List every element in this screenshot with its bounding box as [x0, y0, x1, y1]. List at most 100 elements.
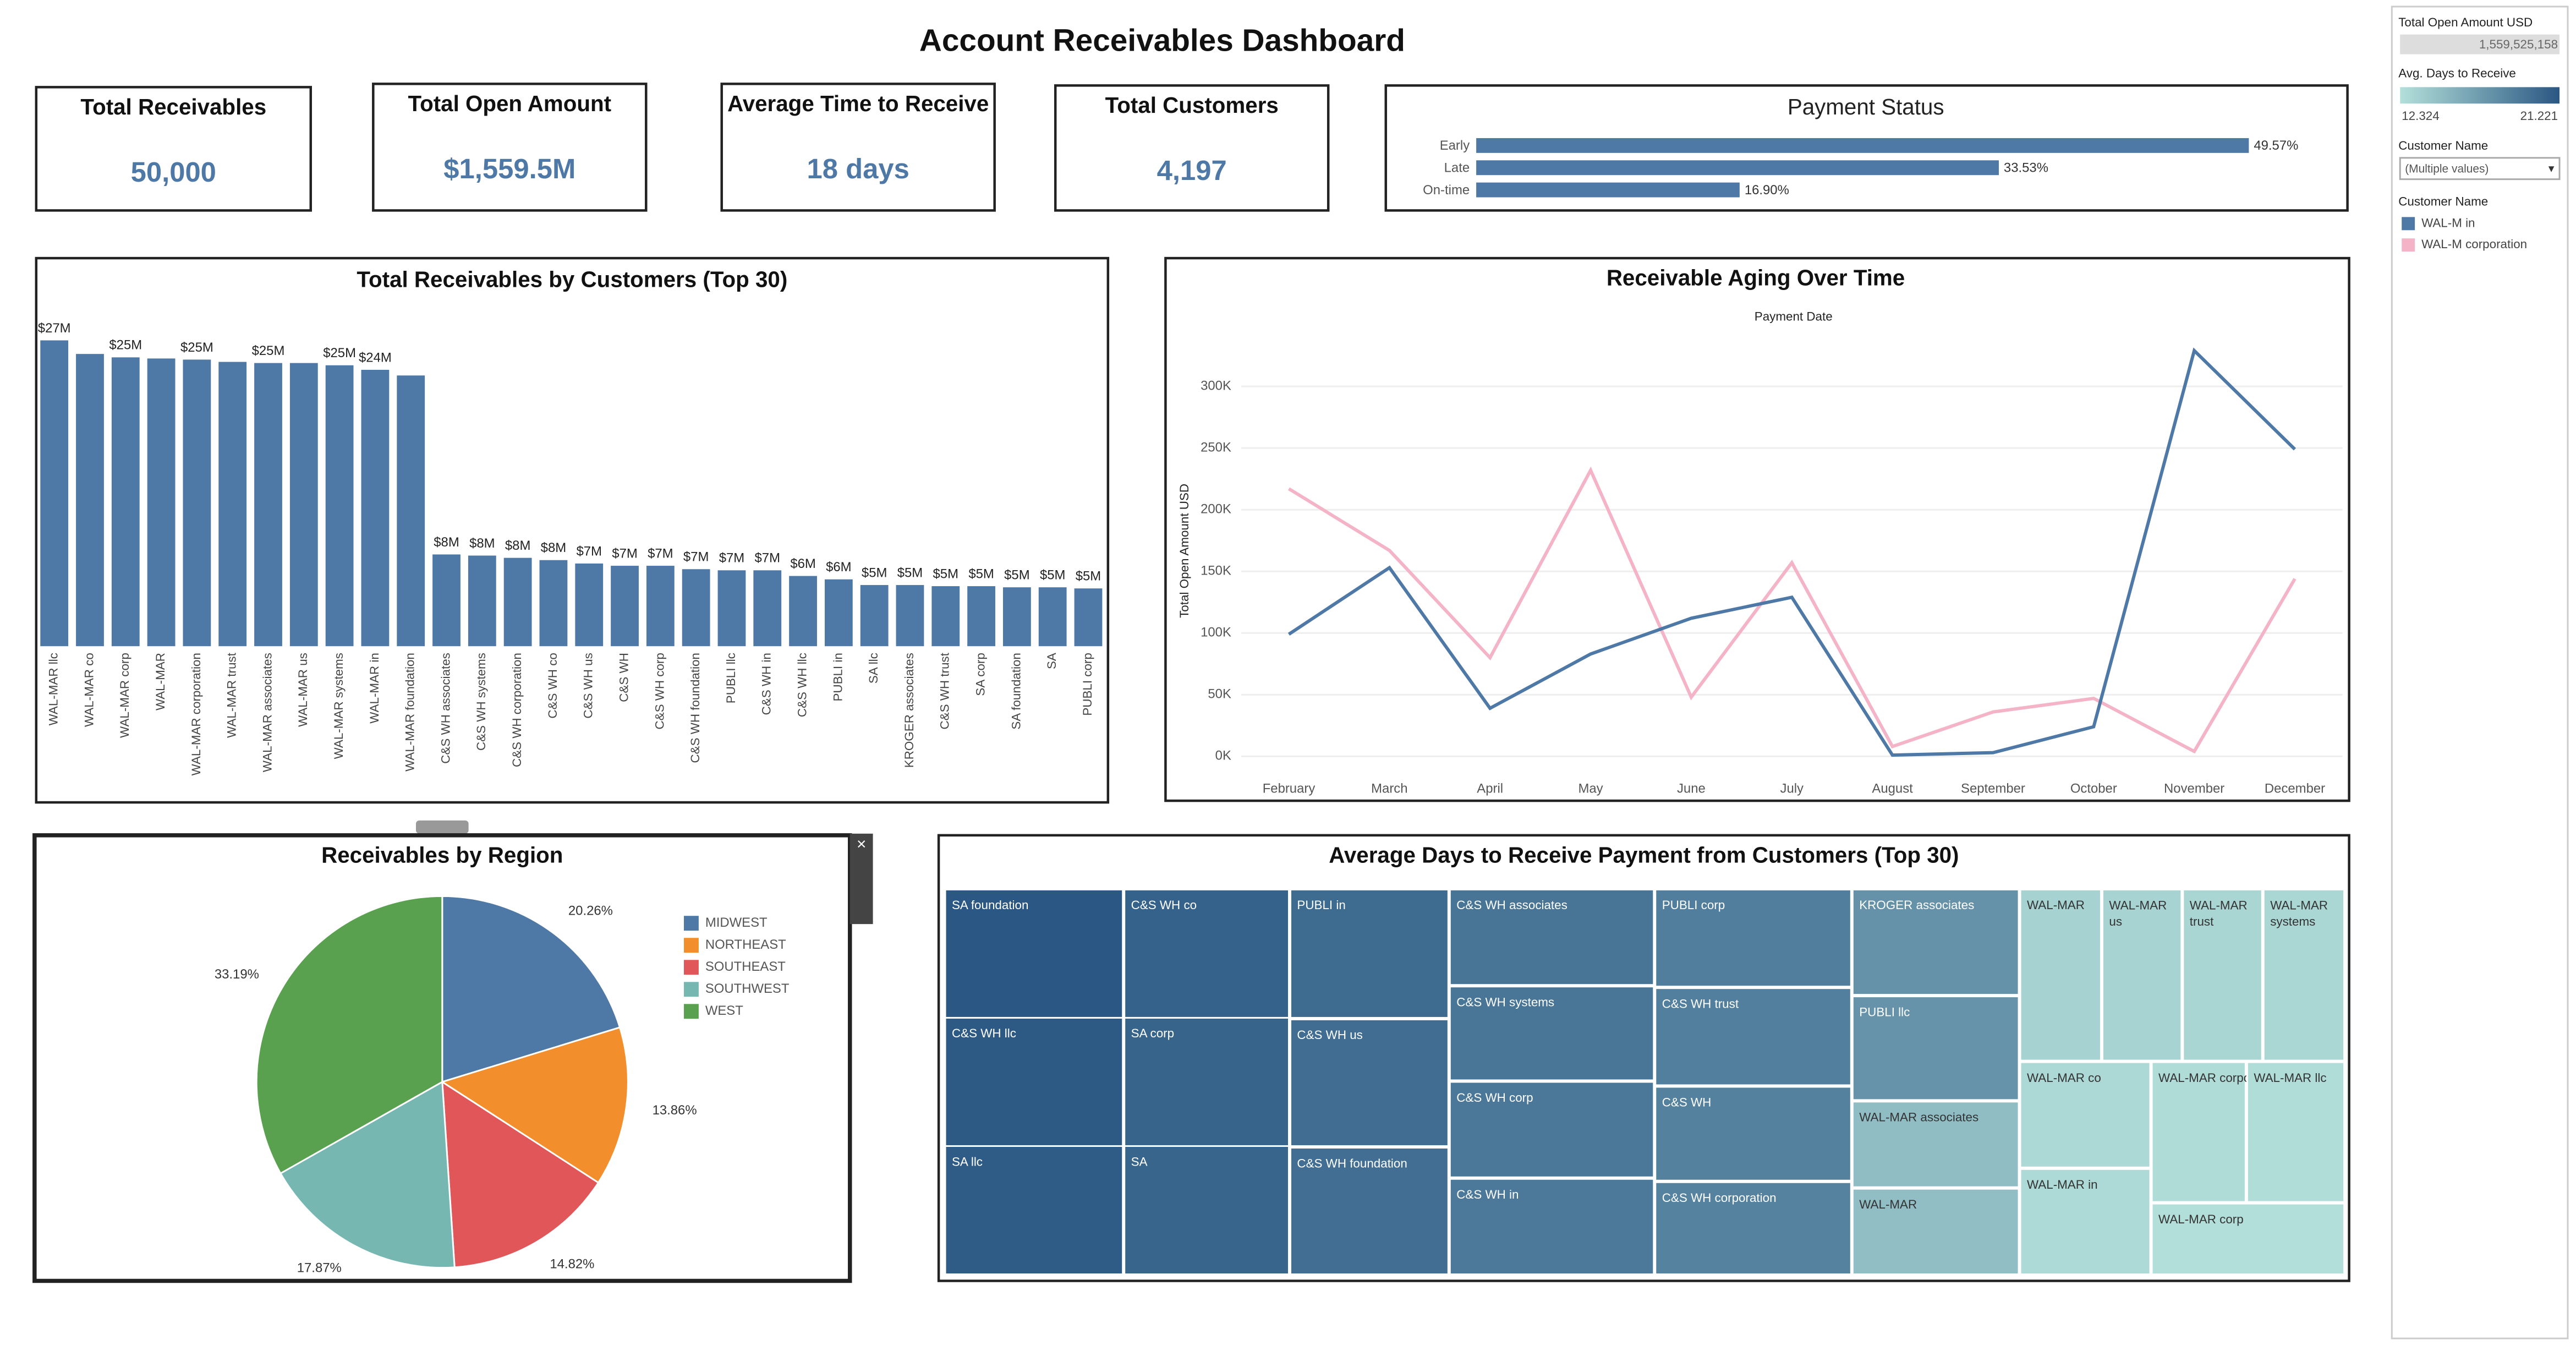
value-label: $7M — [719, 551, 744, 566]
bar — [860, 585, 889, 647]
value-label: 17.87% — [297, 1260, 342, 1275]
bar — [1002, 587, 1031, 647]
legend-title: Customer Name — [2398, 194, 2488, 208]
chart-title: Total Receivables by Customers (Top 30) — [357, 267, 787, 292]
value-label: $8M — [541, 540, 566, 555]
cell-label: SA llc — [952, 1155, 983, 1168]
treemap-cell — [1123, 1016, 1290, 1147]
toolbar[interactable] — [849, 833, 873, 925]
value-label: 14.82% — [550, 1256, 594, 1271]
cell-label: WAL-MAR co — [2027, 1071, 2101, 1085]
bar — [1476, 182, 1740, 198]
treemap-cell — [2262, 888, 2345, 1062]
y-tick-label: 300K — [1201, 378, 1231, 393]
kpi-value: 4,197 — [1157, 155, 1227, 186]
value-label: $5M — [1004, 568, 1029, 583]
kpi-value: $1,559.5M — [443, 153, 576, 184]
bar — [218, 362, 247, 647]
kpi-card — [720, 83, 996, 212]
x-tick-label: SA llc — [867, 653, 880, 684]
x-tick-label: C&S WH us — [582, 653, 595, 718]
treemap-cell — [1289, 888, 1449, 1019]
y-tick-label: 200K — [1201, 502, 1231, 517]
value-label: 16.90% — [1745, 183, 1789, 198]
x-tick-label: PUBLI llc — [724, 653, 738, 703]
treemap-cell — [2019, 1168, 2151, 1276]
bar — [931, 586, 960, 647]
bar — [1074, 588, 1103, 647]
treemap-cell — [944, 888, 1124, 1019]
cell-label: PUBLI in — [1297, 898, 1345, 912]
treemap-cell — [2151, 1202, 2345, 1276]
filter-dropdown[interactable] — [2399, 157, 2561, 181]
treemap-cell — [1851, 888, 2020, 996]
treemap-cell — [1449, 1178, 1655, 1276]
chart-title: Receivable Aging Over Time — [1607, 265, 1905, 291]
color-scale — [2400, 87, 2560, 104]
legend-title: Total Open Amount USD — [2398, 15, 2533, 29]
value-label: $24M — [359, 350, 392, 365]
value-label: $5M — [968, 567, 994, 582]
x-tick-label: WAL-MAR co — [82, 653, 96, 727]
value-label: $8M — [469, 536, 495, 551]
bar — [575, 563, 604, 647]
value-label: $8M — [505, 538, 530, 553]
cell-label: WAL-MAR associates — [1859, 1111, 1978, 1124]
bar — [789, 576, 817, 647]
value-label: $5M — [933, 567, 958, 582]
cell-label: C&S WH associates — [1456, 898, 1567, 912]
close-icon[interactable]: × — [857, 835, 866, 854]
cell-label: KROGER associates — [1859, 898, 1974, 912]
cell-label: C&S WH us — [1297, 1028, 1362, 1042]
x-tick-label: C&S WH systems — [474, 653, 488, 751]
handle[interactable] — [415, 820, 469, 834]
y-tick-label: 100K — [1201, 625, 1231, 640]
kpi-label: Total Customers — [1105, 92, 1279, 118]
bar — [183, 359, 211, 647]
bar — [646, 566, 675, 647]
pie-slice — [441, 1080, 600, 1269]
bar — [824, 579, 853, 647]
bar — [503, 557, 532, 647]
value-label: $5M — [1040, 568, 1065, 583]
x-tick-label: WAL-MAR in — [368, 653, 381, 724]
x-tick-label: WAL-MAR corp — [118, 653, 131, 738]
dropdown-arrow[interactable]: ▼ — [2546, 163, 2556, 174]
treemap-cell — [2182, 888, 2263, 1062]
cell-label: C&S WH corporation — [1662, 1191, 1777, 1205]
x-tick-label: C&S WH associates — [439, 653, 452, 764]
cell-label: SA foundation — [952, 898, 1028, 912]
cell-label: PUBLI corp — [1662, 898, 1725, 912]
treemap-cell — [1851, 1101, 2020, 1188]
kpi-label: Total Receivables — [80, 94, 266, 119]
color-max: 21.221 — [2520, 109, 2558, 123]
value-label: $5M — [897, 565, 923, 580]
treemap-cell — [1123, 1145, 1290, 1276]
cell-label: SA — [1131, 1155, 1148, 1168]
bar — [682, 569, 710, 647]
treemap-cell — [944, 1016, 1124, 1147]
x-tick-label: WAL-MAR foundation — [403, 653, 417, 772]
treemap-cell — [1289, 1018, 1449, 1147]
cell-label: C&S WH — [1662, 1096, 1712, 1109]
x-tick-label: December — [2265, 781, 2325, 796]
bar — [289, 363, 318, 647]
treemap-cell — [1654, 888, 1852, 988]
kpi-label: Average Time to Receive — [727, 91, 989, 116]
x-tick-label: SA — [1045, 653, 1059, 669]
pie-slice — [255, 895, 443, 1175]
chart-subtitle: Payment Date — [1755, 310, 1833, 324]
legend-label: NORTHEAST — [705, 937, 786, 952]
category-label: Late — [1444, 161, 1470, 176]
bar — [717, 570, 746, 647]
value-label: $27M — [38, 321, 71, 336]
y-tick-label: 0K — [1215, 748, 1231, 763]
x-tick-label: WAL-MAR corporation — [189, 653, 203, 775]
x-tick-label: SA corp — [973, 653, 987, 696]
y-axis-label: Total Open Amount USD — [1177, 484, 1191, 618]
value-label: $7M — [755, 551, 780, 566]
bar — [254, 363, 282, 647]
legend-title: Avg. Days to Receive — [2398, 66, 2516, 80]
legend-swatch — [683, 982, 699, 997]
